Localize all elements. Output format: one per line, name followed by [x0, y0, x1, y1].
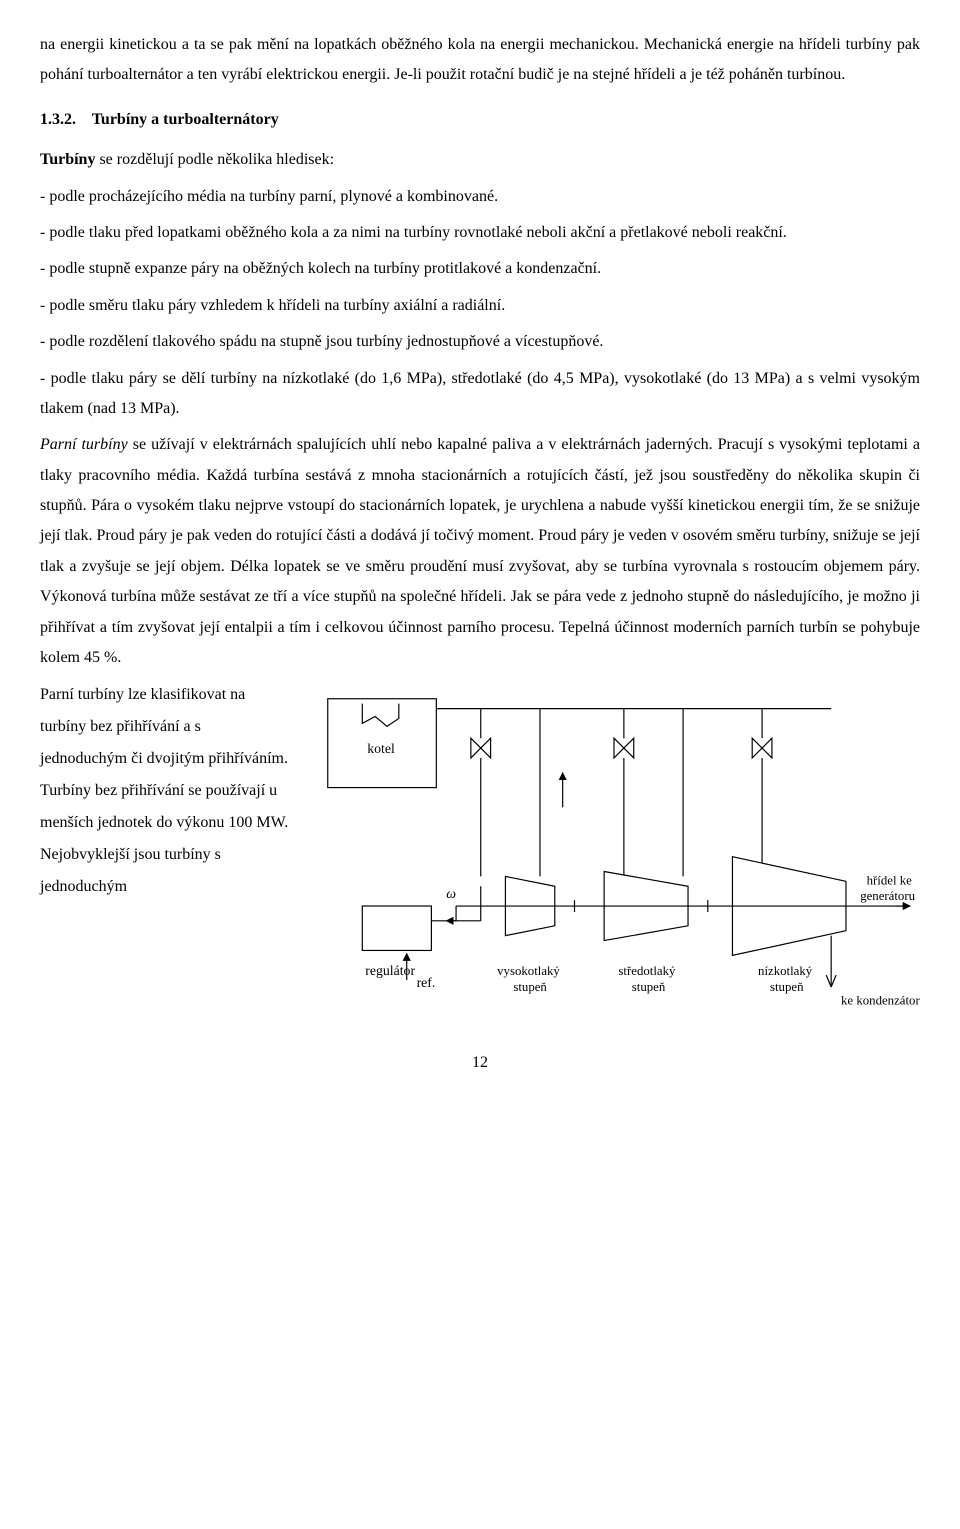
label-omega: ω	[446, 887, 456, 902]
bullet-5: - podle rozdělení tlakového spádu na stu…	[40, 327, 920, 357]
label-kotel: kotel	[367, 741, 395, 756]
section-heading: 1.3.2. Turbíny a turboalternátory	[40, 105, 920, 135]
label-mp: středotlaký stupeň	[618, 965, 678, 995]
bullet-2: - podle tlaku před lopatkami oběžného ko…	[40, 218, 920, 248]
label-hp: vysokotlaký stupeň	[497, 965, 563, 995]
page-number: 12	[40, 1048, 920, 1078]
paragraph-intro: na energii kinetickou a ta se pak mění n…	[40, 30, 920, 91]
turbiny-term: Turbíny	[40, 151, 95, 168]
turbiny-rest: se rozdělují podle několika hledisek:	[95, 151, 334, 168]
heading-title: Turbíny a turboalternátory	[92, 111, 279, 128]
label-ref: ref.	[417, 975, 436, 990]
bottom-text-column: Parní turbíny lze klasifikovat na turbín…	[40, 679, 290, 909]
paragraph-steam: Parní turbíny se užívají v elektrárnách …	[40, 430, 920, 673]
bullet-3: - podle stupně expanze páry na oběžných …	[40, 254, 920, 284]
bottom-row: Parní turbíny lze klasifikovat na turbín…	[40, 679, 920, 1026]
label-condenser: ke kondenzátoru	[841, 994, 920, 1008]
parni-turbiny-rest: se užívají v elektrárnách spalujících uh…	[40, 436, 920, 666]
bullet-6: - podle tlaku páry se dělí turbíny na ní…	[40, 364, 920, 425]
turbine-schematic: kotel	[308, 679, 920, 1026]
label-shaft: hřídel ke generátoru	[860, 874, 915, 904]
paragraph-classify-2: Parní turbíny lze klasifikovat na turbín…	[40, 679, 290, 903]
bullet-1: - podle procházejícího média na turbíny …	[40, 182, 920, 212]
label-regulator: regulátor	[365, 964, 415, 979]
label-lp: nízkotlaký stupeň	[758, 965, 815, 995]
paragraph-classify: Turbíny se rozdělují podle několika hled…	[40, 145, 920, 175]
bullet-4: - podle směru tlaku páry vzhledem k hříd…	[40, 291, 920, 321]
parni-turbiny-term: Parní turbíny	[40, 436, 128, 453]
heading-number: 1.3.2.	[40, 111, 76, 128]
